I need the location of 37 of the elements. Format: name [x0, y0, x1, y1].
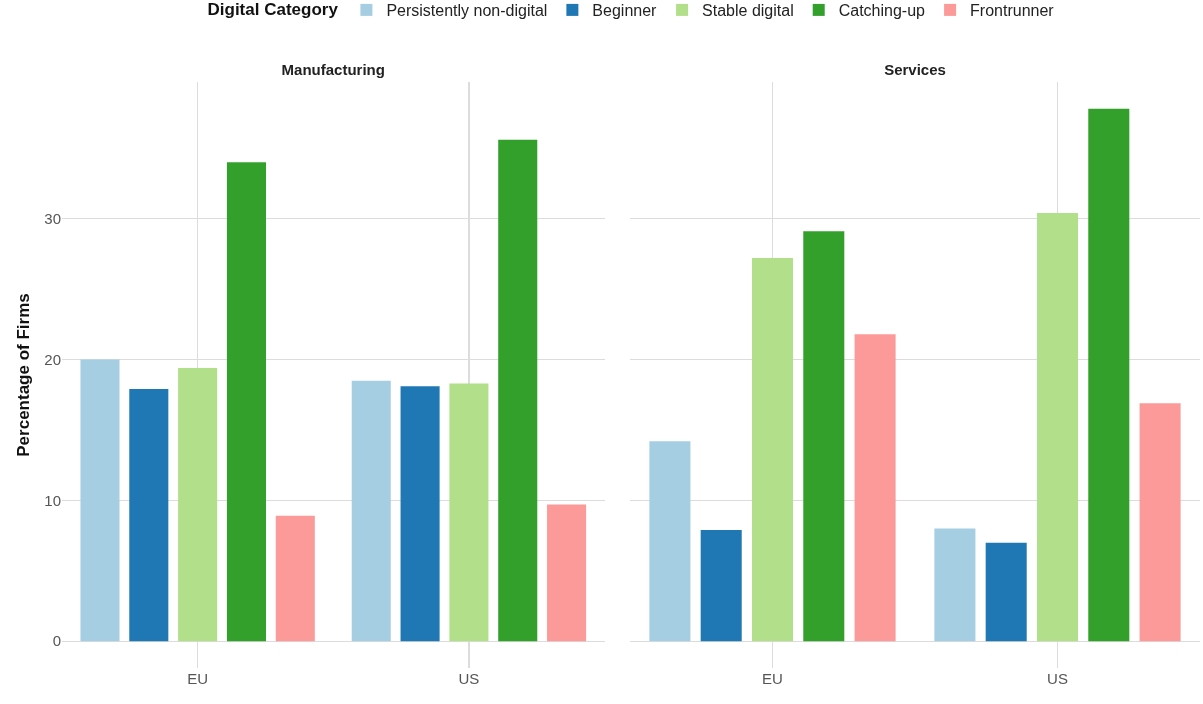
bar [985, 542, 1027, 642]
x-tick-label: EU [187, 670, 209, 687]
legend-label: Catching-up [838, 2, 926, 20]
y-tick-label: 30 [44, 209, 61, 227]
legend-label: Frontrunner [970, 2, 1055, 20]
legend-label: Stable digital [702, 2, 794, 20]
bar [1036, 213, 1079, 642]
bar [129, 389, 169, 642]
y-tick-label: 0 [52, 632, 61, 650]
bar [803, 231, 845, 642]
bar [1088, 108, 1130, 642]
legend-label: Beginner [592, 2, 658, 20]
x-tick-label: US [458, 670, 480, 687]
bar [449, 383, 489, 642]
chart-title: Manufacturing [281, 61, 385, 79]
legend-title: Digital Category [207, 0, 339, 20]
x-tick-label: US [1047, 670, 1068, 687]
bar [649, 441, 691, 642]
bar [226, 162, 266, 642]
bar [178, 367, 218, 642]
bar [700, 529, 742, 642]
y-axis-title: Percentage of Firms [13, 293, 33, 457]
bar [80, 359, 120, 642]
bar [934, 528, 976, 642]
bar [400, 386, 440, 642]
legend-label: Persistently non-digital [386, 2, 548, 20]
bar [1139, 403, 1181, 642]
bar [351, 380, 391, 642]
bar [751, 258, 794, 642]
bar [854, 334, 896, 642]
x-tick-label: EU [762, 670, 783, 687]
chart-title: Services [884, 61, 946, 79]
bar [275, 515, 315, 642]
bar [498, 139, 538, 642]
bar [547, 504, 587, 642]
y-tick-label: 10 [44, 491, 61, 509]
y-tick-label: 20 [44, 350, 61, 368]
